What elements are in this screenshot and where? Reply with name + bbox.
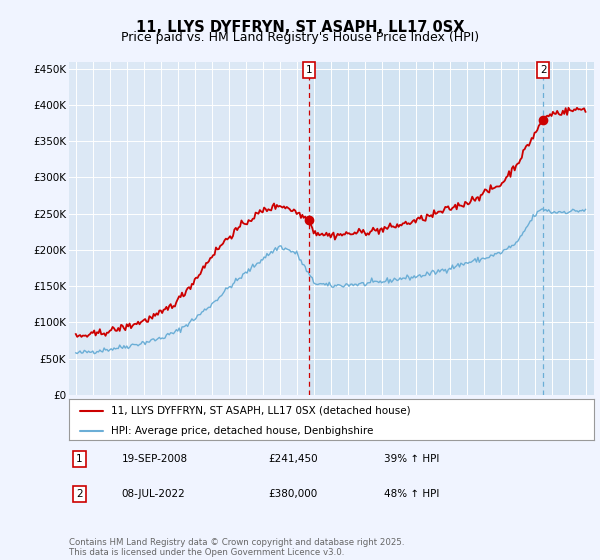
- Text: £241,450: £241,450: [269, 454, 318, 464]
- Text: 48% ↑ HPI: 48% ↑ HPI: [384, 489, 439, 499]
- Text: 39% ↑ HPI: 39% ↑ HPI: [384, 454, 439, 464]
- Text: £380,000: £380,000: [269, 489, 318, 499]
- Text: 1: 1: [305, 65, 312, 75]
- Text: 19-SEP-2008: 19-SEP-2008: [121, 454, 188, 464]
- Text: 2: 2: [76, 489, 83, 499]
- Text: Contains HM Land Registry data © Crown copyright and database right 2025.
This d: Contains HM Land Registry data © Crown c…: [69, 538, 404, 557]
- Bar: [309, 62, 594, 395]
- Text: 2: 2: [540, 65, 547, 75]
- Text: 11, LLYS DYFFRYN, ST ASAPH, LL17 0SX (detached house): 11, LLYS DYFFRYN, ST ASAPH, LL17 0SX (de…: [111, 405, 410, 416]
- Text: 08-JUL-2022: 08-JUL-2022: [121, 489, 185, 499]
- Text: Price paid vs. HM Land Registry's House Price Index (HPI): Price paid vs. HM Land Registry's House …: [121, 31, 479, 44]
- Text: 1: 1: [76, 454, 83, 464]
- Text: HPI: Average price, detached house, Denbighshire: HPI: Average price, detached house, Denb…: [111, 426, 373, 436]
- Text: 11, LLYS DYFFRYN, ST ASAPH, LL17 0SX: 11, LLYS DYFFRYN, ST ASAPH, LL17 0SX: [136, 20, 464, 35]
